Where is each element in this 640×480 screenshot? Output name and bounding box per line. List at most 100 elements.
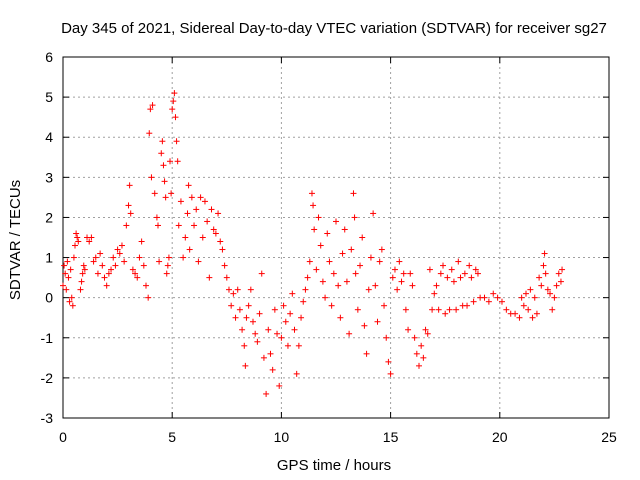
data-point	[105, 270, 112, 277]
data-point	[474, 270, 481, 277]
data-point	[383, 334, 390, 341]
grid-lines	[63, 57, 609, 418]
data-point	[116, 250, 123, 257]
data-point	[337, 314, 344, 321]
x-tick-label: 25	[601, 429, 617, 445]
data-point	[330, 270, 337, 277]
data-point	[168, 190, 175, 197]
data-point	[269, 366, 276, 373]
y-tick-label: 4	[45, 129, 53, 145]
data-point	[442, 310, 449, 317]
data-point	[132, 270, 139, 277]
data-point	[161, 178, 168, 185]
data-point	[199, 234, 206, 241]
data-point	[136, 254, 143, 261]
data-point	[182, 234, 189, 241]
y-tick-label: -3	[41, 410, 54, 426]
data-point	[153, 214, 160, 221]
data-point	[357, 262, 364, 269]
data-point	[429, 306, 436, 313]
chart-title: Day 345 of 2021, Sidereal Day-to-day VTE…	[61, 20, 607, 37]
data-point	[405, 326, 412, 333]
data-point	[400, 270, 407, 277]
data-point	[80, 262, 87, 269]
data-point	[557, 278, 564, 285]
data-point	[97, 250, 104, 257]
data-point	[112, 262, 119, 269]
data-point	[276, 382, 283, 389]
data-point	[391, 266, 398, 273]
data-point	[94, 270, 101, 277]
data-point	[302, 286, 309, 293]
data-point	[210, 226, 217, 233]
data-point	[544, 286, 551, 293]
data-point	[223, 274, 230, 281]
data-point	[145, 294, 152, 301]
data-point	[300, 298, 307, 305]
data-point	[485, 298, 492, 305]
data-point	[75, 238, 82, 245]
data-point	[551, 294, 558, 301]
data-point	[335, 282, 342, 289]
data-point	[134, 274, 141, 281]
data-point	[65, 274, 72, 281]
data-point	[86, 238, 93, 245]
data-point	[160, 162, 167, 169]
data-points	[60, 90, 566, 397]
data-point	[520, 302, 527, 309]
data-point	[317, 242, 324, 249]
data-point	[60, 282, 66, 289]
data-point	[525, 306, 532, 313]
y-tick-label: 2	[45, 209, 53, 225]
data-point	[174, 158, 181, 165]
data-point	[219, 246, 226, 253]
data-point	[533, 310, 540, 317]
data-point	[140, 262, 147, 269]
data-point	[221, 262, 228, 269]
data-point	[265, 326, 272, 333]
data-point	[108, 266, 115, 273]
data-point	[466, 262, 473, 269]
data-point	[409, 282, 416, 289]
data-point	[118, 242, 125, 249]
data-point	[359, 234, 366, 241]
x-tick-label: 15	[383, 429, 399, 445]
data-point	[407, 270, 414, 277]
data-point	[201, 198, 208, 205]
data-point	[472, 266, 479, 273]
data-point	[66, 298, 73, 305]
data-point	[72, 242, 79, 249]
data-point	[498, 298, 505, 305]
data-point	[258, 270, 265, 277]
data-point	[431, 290, 438, 297]
data-point	[123, 222, 130, 229]
data-point	[173, 138, 180, 145]
data-point	[63, 286, 70, 293]
data-point	[461, 270, 468, 277]
data-point	[241, 342, 248, 349]
data-point	[92, 254, 99, 261]
data-point	[367, 254, 374, 261]
data-point	[422, 326, 429, 333]
data-point	[516, 314, 523, 321]
data-point	[180, 254, 187, 261]
data-point	[341, 226, 348, 233]
data-point	[503, 306, 510, 313]
data-point	[310, 202, 317, 209]
data-point	[453, 306, 460, 313]
data-point	[481, 294, 488, 301]
data-point	[186, 246, 193, 253]
data-point	[293, 370, 300, 377]
data-point	[159, 138, 166, 145]
data-point	[319, 278, 326, 285]
y-tick-label: -2	[41, 370, 54, 386]
data-point	[274, 330, 281, 337]
data-point	[278, 334, 285, 341]
data-point	[378, 246, 385, 253]
data-point	[88, 234, 95, 241]
data-point	[374, 318, 381, 325]
data-point	[547, 290, 554, 297]
data-point	[446, 306, 453, 313]
data-point	[110, 254, 117, 261]
